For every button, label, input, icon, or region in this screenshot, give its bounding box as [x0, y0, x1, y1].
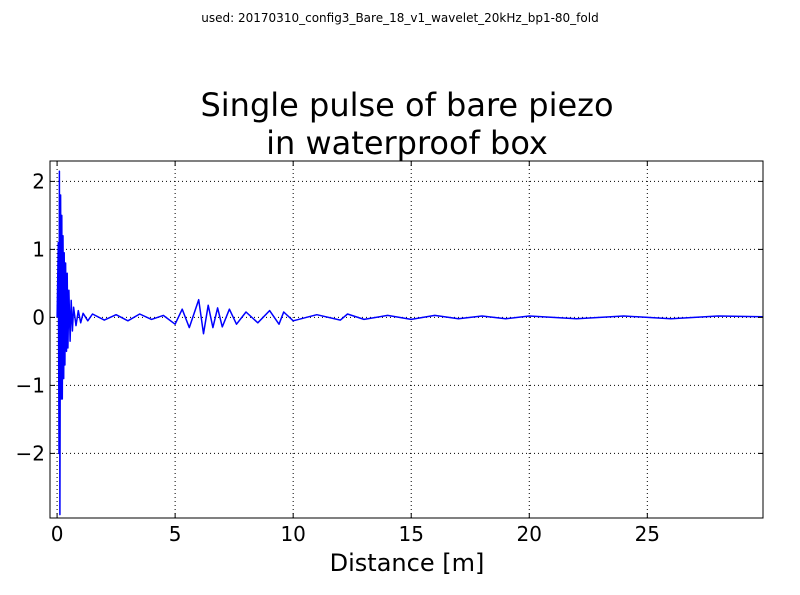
y-tick-label: −1 [16, 373, 45, 397]
x-tick-label: 5 [169, 522, 182, 546]
x-axis: 0 5 10 15 20 25 [51, 161, 660, 546]
y-tick-label: 2 [32, 169, 45, 193]
x-tick-label: 10 [280, 522, 305, 546]
x-tick-label: 20 [517, 522, 542, 546]
plot-frame [49, 160, 764, 519]
source-note: used: 20170310_config3_Bare_18_v1_wavele… [201, 11, 598, 25]
y-tick-label: 0 [32, 305, 45, 329]
y-axis: −2 −1 0 1 2 [16, 169, 763, 465]
series-line-group [56, 170, 764, 516]
x-tick-label: 15 [398, 522, 423, 546]
chart-title-line-2: in waterproof box [266, 124, 548, 162]
chart-title-line-1: Single pulse of bare piezo [200, 86, 613, 124]
signal-line [56, 170, 764, 516]
y-tick-label: 1 [32, 237, 45, 261]
x-axis-label: Distance [m] [330, 549, 485, 577]
y-tick-label: −2 [16, 441, 45, 465]
x-tick-label: 0 [51, 522, 64, 546]
x-tick-label: 25 [635, 522, 660, 546]
grid [50, 161, 763, 518]
